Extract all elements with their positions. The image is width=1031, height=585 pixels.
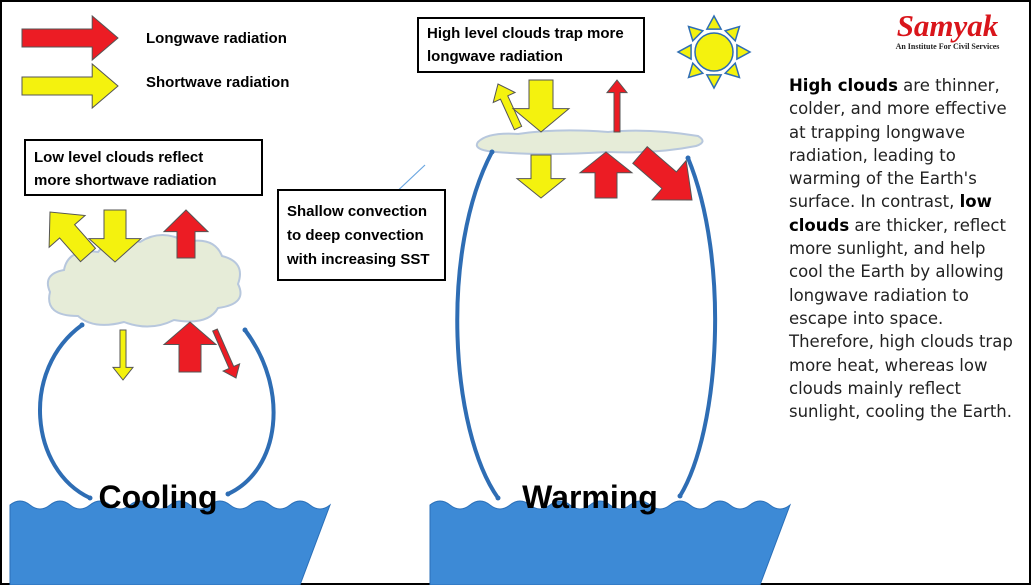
shortwave-arrow (493, 84, 521, 130)
convection-loop (457, 152, 498, 498)
bold-text: High clouds (789, 76, 898, 95)
logo-tagline: An Institute For Civil Services (870, 42, 1025, 51)
loop-end (678, 494, 683, 499)
loop-end (490, 150, 495, 155)
loop-end (226, 492, 231, 497)
legend-longwave: Longwave radiation (146, 30, 287, 47)
convection-line: to deep convection (287, 227, 424, 244)
legend-arrow (22, 16, 118, 60)
sun (695, 33, 733, 71)
longwave-arrow (580, 152, 632, 198)
low-cloud-line: more shortwave radiation (34, 172, 217, 189)
loop-end (496, 496, 501, 501)
longwave-arrow (633, 147, 692, 200)
legend-arrow (22, 64, 118, 108)
convection-loop (228, 330, 274, 494)
sun-ray (737, 45, 750, 59)
high-cloud-line: High level clouds trap more (427, 25, 624, 42)
loop-end (243, 328, 248, 333)
convection-loop (40, 325, 90, 498)
logo-name: Samyak (870, 10, 1025, 42)
convection-loop (680, 158, 715, 496)
sun-ray (678, 45, 691, 59)
shortwave-arrow (513, 80, 569, 132)
loop-end (88, 496, 93, 501)
sun-ray (707, 16, 721, 29)
longwave-arrow (607, 80, 627, 132)
high-cloud (477, 130, 703, 154)
shortwave-arrow (113, 330, 133, 380)
longwave-arrow (213, 329, 240, 378)
longwave-arrow (164, 322, 216, 372)
text: are thicker, reflect more sunlight, and … (789, 216, 1013, 421)
sun-ray (707, 75, 721, 88)
shortwave-arrow (49, 212, 95, 262)
convection-line: with increasing SST (286, 251, 430, 268)
high-cloud-line: longwave radiation (427, 48, 563, 65)
loop-end (80, 323, 85, 328)
legend-shortwave: Shortwave radiation (146, 74, 289, 91)
low-cloud-line: Low level clouds reflect (34, 149, 203, 166)
panel-label: Cooling (98, 479, 217, 515)
logo: Samyak An Institute For Civil Services (870, 10, 1025, 51)
description: High clouds are thinner, colder, and mor… (789, 74, 1014, 423)
shortwave-arrow (517, 155, 565, 198)
panel-label: Warming (522, 479, 658, 515)
convection-line: Shallow convection (287, 203, 427, 220)
